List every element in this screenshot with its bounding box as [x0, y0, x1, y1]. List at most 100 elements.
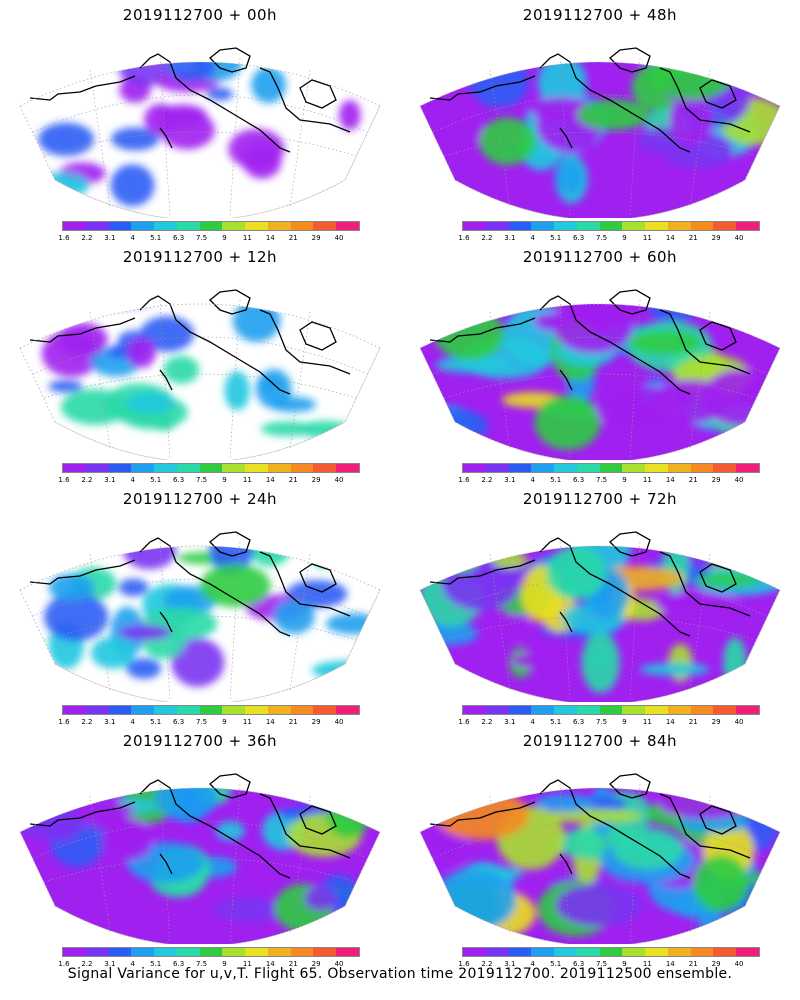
colorbar-tick-label: 5.1 — [150, 476, 162, 484]
colorbar — [462, 463, 760, 473]
colorbar-tick-label: 40 — [734, 234, 744, 242]
colorbar-tick-label: 11 — [642, 960, 652, 968]
colorbar-tick-label: 11 — [642, 718, 652, 726]
colorbar-tick-label: 6.3 — [173, 234, 185, 242]
colorbar-tick-label: 5.1 — [150, 234, 162, 242]
colorbar-tick-label: 11 — [642, 234, 652, 242]
colorbar-tick-label: 21 — [288, 960, 298, 968]
colorbar-swatch — [690, 948, 714, 956]
colorbar-swatch — [622, 948, 646, 956]
colorbar-swatch — [645, 464, 668, 472]
colorbar-tick-label: 2.2 — [481, 476, 493, 484]
colorbar-tick-label: 29 — [311, 718, 321, 726]
colorbar-tick-label: 1.6 — [58, 234, 70, 242]
colorbar-swatch — [63, 948, 86, 956]
colorbar-swatch — [485, 464, 509, 472]
colorbar-tick-label: 5.1 — [550, 718, 562, 726]
colorbar-swatch — [667, 948, 691, 956]
colorbar-swatch — [713, 222, 737, 230]
colorbar-tick-label: 11 — [242, 234, 252, 242]
coastline — [29, 47, 351, 153]
colorbar-swatch — [622, 464, 646, 472]
colorbar-swatch — [222, 706, 246, 714]
colorbar-tick-label: 7.5 — [195, 476, 208, 484]
colorbar-labels: 1.6 2.2 3.1 4 5.1 6.3 7.5 9 11 14 21 29 40 — [458, 718, 760, 728]
colorbar-swatch — [154, 464, 177, 472]
colorbar-tick-label: 14 — [265, 476, 275, 484]
colorbar-swatch — [290, 948, 314, 956]
colorbar-swatch — [154, 222, 177, 230]
colorbar-tick-label: 3.1 — [504, 476, 516, 484]
colorbar-tick-label: 21 — [688, 718, 698, 726]
panel-title: 2019112700 + 84h — [522, 732, 678, 750]
coastline — [429, 289, 751, 395]
colorbar-tick-label: 9 — [622, 718, 627, 726]
colorbar-tick-label: 2.2 — [81, 718, 93, 726]
colorbar-tick-label: 3.1 — [104, 718, 116, 726]
colorbar-swatch — [85, 948, 109, 956]
colorbar-tick-label: 9 — [222, 718, 227, 726]
colorbar-tick-label: 6.3 — [573, 476, 585, 484]
colorbar-tick-label: 7.5 — [595, 476, 608, 484]
colorbar-tick-label: 1.6 — [458, 234, 470, 242]
colorbar-swatch — [108, 948, 132, 956]
colorbar-swatch — [645, 706, 668, 714]
panel-title: 2019112700 + 36h — [122, 732, 278, 750]
colorbar-tick-label: 3.1 — [504, 960, 516, 968]
colorbar-tick-label: 2.2 — [481, 234, 493, 242]
colorbar-swatch — [245, 222, 268, 230]
colorbar-swatch — [85, 464, 109, 472]
colorbar-labels: 1.6 2.2 3.1 4 5.1 6.3 7.5 9 11 14 21 29 40 — [58, 476, 360, 486]
colorbar-tick-label: 21 — [288, 476, 298, 484]
colorbar-swatch — [199, 222, 223, 230]
colorbar-tick-label: 1.6 — [58, 960, 70, 968]
colorbar-labels: 1.6 2.2 3.1 4 5.1 6.3 7.5 9 11 14 21 29 40 — [58, 960, 360, 970]
colorbar-swatch — [222, 222, 246, 230]
colorbar-swatch — [645, 222, 668, 230]
colorbar-tick-label: 9 — [622, 476, 627, 484]
colorbar-swatch — [176, 706, 200, 714]
colorbar-swatch — [622, 706, 646, 714]
colorbar-swatch — [63, 222, 86, 230]
colorbar-swatch — [599, 706, 623, 714]
colorbar-tick-label: 4 — [130, 718, 135, 726]
forecast-panel: 2019112700 + 24h 1.6 2.2 3.1 4 5.1 6.3 7.5 9 11 14… — [0, 484, 400, 726]
colorbar-swatch — [131, 706, 155, 714]
colorbar-tick-label: 2.2 — [81, 234, 93, 242]
colorbar-swatch — [290, 222, 314, 230]
colorbar-tick-label: 7.5 — [595, 234, 608, 242]
colorbar-tick-label: 7.5 — [195, 718, 208, 726]
colorbar-swatch — [313, 706, 337, 714]
variance-map — [19, 773, 381, 944]
forecast-panel: 2019112700 + 84h 1.6 2.2 3.1 4 5.1 6.3 7.5 9 11 14… — [400, 726, 800, 968]
colorbar-tick-label: 2.2 — [481, 718, 493, 726]
colorbar-swatch — [554, 464, 577, 472]
colorbar-swatch — [63, 706, 86, 714]
colorbar-tick-label: 14 — [265, 960, 275, 968]
colorbar-swatch — [463, 948, 486, 956]
colorbar-swatch — [336, 948, 359, 956]
colorbar-swatch — [199, 706, 223, 714]
colorbar — [62, 463, 360, 473]
contour-fill — [41, 304, 353, 439]
forecast-panel: 2019112700 + 48h 1.6 2.2 3.1 4 5.1 6.3 7.5 9 11 14… — [400, 0, 800, 242]
colorbar-swatch — [554, 948, 577, 956]
colorbar-swatch — [508, 464, 532, 472]
colorbar-swatch — [576, 222, 600, 230]
colorbar-swatch — [154, 948, 177, 956]
colorbar-tick-label: 40 — [334, 476, 344, 484]
colorbar-swatch — [576, 464, 600, 472]
colorbar-tick-label: 9 — [222, 476, 227, 484]
colorbar-swatch — [736, 222, 759, 230]
colorbar-swatch — [736, 948, 759, 956]
colorbar-tick-label: 4 — [530, 718, 535, 726]
colorbar-swatch — [463, 464, 486, 472]
colorbar-tick-label: 7.5 — [595, 960, 608, 968]
colorbar-swatch — [245, 464, 268, 472]
colorbar-swatch — [645, 948, 668, 956]
colorbar-tick-label: 3.1 — [104, 476, 116, 484]
colorbar-swatch — [508, 706, 532, 714]
colorbar-tick-label: 4 — [530, 960, 535, 968]
colorbar-swatch — [713, 706, 737, 714]
contour-fill — [420, 304, 780, 460]
